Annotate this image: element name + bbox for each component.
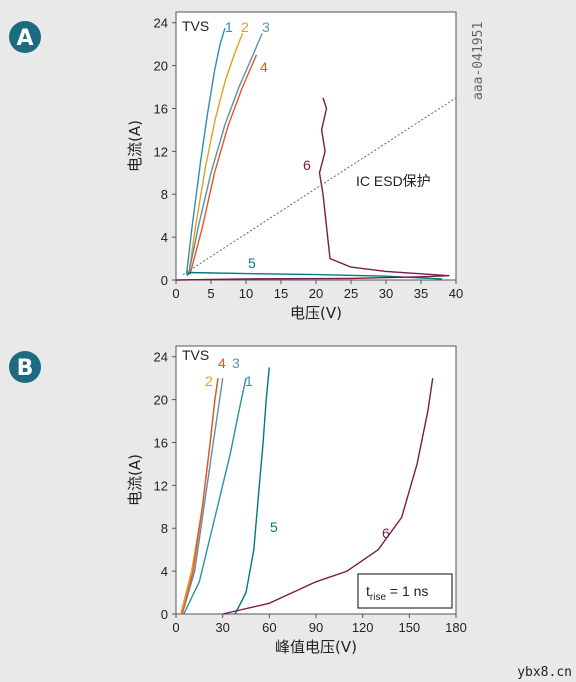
series-label-5: 5 xyxy=(248,255,256,271)
x-tick-label: 25 xyxy=(344,286,358,301)
series-line-0 xyxy=(185,27,226,275)
series-label-6: 6 xyxy=(382,525,390,541)
series-line-3 xyxy=(181,378,219,615)
series-line-2 xyxy=(181,378,224,615)
x-tick-label: 35 xyxy=(414,286,428,301)
series-line-3 xyxy=(189,54,258,275)
y-tick-label: 12 xyxy=(154,478,168,493)
series-label-1: 1 xyxy=(225,19,233,35)
series-label-3: 3 xyxy=(232,355,240,371)
ic-esd-label: IC ESD保护 xyxy=(356,173,431,189)
x-tick-label: 30 xyxy=(215,620,229,635)
x-axis-label: 电压(V) xyxy=(290,304,342,322)
y-tick-label: 0 xyxy=(161,607,168,622)
x-tick-label: 0 xyxy=(172,620,179,635)
plot-area xyxy=(175,345,457,615)
x-tick-label: 90 xyxy=(309,620,323,635)
y-tick-label: 4 xyxy=(161,230,168,245)
chart-a: 0 5 10 15 20 25 30 35 4004812162024电压(V)电流(A)TVS… xyxy=(126,11,463,322)
y-tick-label: 24 xyxy=(154,16,168,31)
y-tick-label: 20 xyxy=(154,393,168,408)
badge-a: A xyxy=(9,21,41,53)
badge-circle-b xyxy=(9,351,41,383)
y-tick-label: 16 xyxy=(154,101,168,116)
series-label-5: 5 xyxy=(270,519,278,535)
x-tick-label: 0 xyxy=(172,286,179,301)
x-tick-label: 30 xyxy=(379,286,393,301)
rise-time-box xyxy=(357,573,453,609)
series-label-4: 4 xyxy=(260,59,268,75)
rise-time-label: trise = 1 ns xyxy=(366,583,428,603)
x-tick-label: 15 xyxy=(274,286,288,301)
y-tick-label: 12 xyxy=(154,144,168,159)
y-tick-label: 0 xyxy=(161,273,168,288)
series-label-6: 6 xyxy=(303,157,311,173)
series-line-4 xyxy=(234,367,270,615)
y-tick-label: 16 xyxy=(154,435,168,450)
series-label-1: 1 xyxy=(245,373,253,389)
x-tick-label: 5 xyxy=(207,286,214,301)
x-axis-label: 峰值电压(V) xyxy=(275,638,357,656)
tvs-label: TVS xyxy=(182,18,209,34)
series-line-5 xyxy=(175,97,450,281)
series-line-2 xyxy=(187,33,263,275)
figure-code: aaa-041951 xyxy=(471,22,486,100)
watermark: ybx8.cn xyxy=(517,665,572,680)
series-label-2: 2 xyxy=(241,19,249,35)
series-line-5 xyxy=(222,378,434,615)
x-tick-label: 60 xyxy=(262,620,276,635)
tvs-label: TVS xyxy=(182,347,209,363)
x-tick-label: 180 xyxy=(445,620,467,635)
y-tick-label: 20 xyxy=(154,59,168,74)
x-tick-label: 10 xyxy=(239,286,253,301)
chart-b: 0 30 60 90 120 150 18004812162024峰值电压(V)电流(A)T… xyxy=(126,345,467,656)
y-axis-label: 电流(A) xyxy=(126,120,144,172)
badge-a-label: A xyxy=(16,26,33,51)
y-tick-label: 24 xyxy=(154,350,168,365)
x-tick-label: 20 xyxy=(309,286,323,301)
series-line-4 xyxy=(186,271,443,280)
series-line-0 xyxy=(183,378,247,615)
series-label-4: 4 xyxy=(218,355,226,371)
series-label-2: 2 xyxy=(205,373,213,389)
x-tick-label: 150 xyxy=(398,620,420,635)
y-tick-label: 8 xyxy=(161,521,168,536)
x-tick-label: 40 xyxy=(449,286,463,301)
y-tick-label: 8 xyxy=(161,187,168,202)
series-label-3: 3 xyxy=(262,19,270,35)
x-tick-label: 120 xyxy=(352,620,374,635)
y-axis-label: 电流(A) xyxy=(126,454,144,506)
badge-circle-a xyxy=(9,21,41,53)
badge-b: B xyxy=(9,351,41,383)
y-tick-label: 4 xyxy=(161,564,168,579)
series-line-1 xyxy=(187,33,244,275)
badge-b-label: B xyxy=(17,356,34,381)
